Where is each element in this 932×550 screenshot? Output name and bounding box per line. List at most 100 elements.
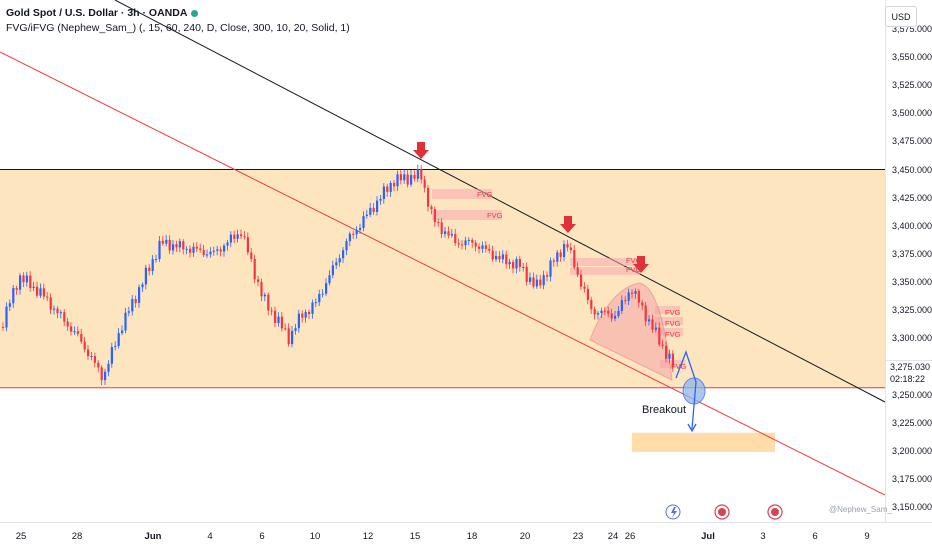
candle-body (542, 275, 545, 286)
y-tick-label: 3,350.000 (892, 277, 932, 287)
candle-body (297, 313, 300, 329)
candle-body (532, 277, 535, 287)
candle-body (413, 175, 416, 179)
x-tick-label: 6 (259, 531, 265, 542)
candle-body (59, 312, 62, 314)
candle-body (454, 233, 457, 244)
candle-body (467, 239, 470, 241)
candle-body (651, 319, 654, 330)
x-tick-label: 6 (812, 531, 818, 542)
y-tick-label: 3,550.000 (892, 52, 932, 62)
candle-body (260, 281, 263, 297)
fvg-box (432, 210, 502, 220)
y-tick-label: 3,250.000 (892, 389, 932, 400)
candle-body (631, 292, 634, 294)
candle-body (668, 353, 671, 359)
fvg-label: FVG (665, 330, 681, 339)
candle-body (658, 327, 661, 345)
symbol-title: Gold Spot / U.S. Dollar · 3h · OANDA (6, 7, 188, 19)
x-tick-label: 26 (624, 531, 636, 542)
candle-body (110, 347, 113, 364)
candle-body (90, 355, 93, 357)
candle-body (127, 311, 130, 313)
lightning-glyph-icon (671, 507, 677, 518)
candle-body (586, 288, 589, 300)
candle-body (471, 239, 474, 243)
price-chart-svg[interactable] (0, 0, 885, 522)
candle-body (410, 175, 413, 185)
candle-body (634, 291, 637, 294)
candle-body (573, 250, 576, 268)
candle-body (393, 182, 396, 187)
candle-body (148, 267, 151, 272)
time-axis[interactable]: 25 28 Jun 4 6 10 12 15 18 20 23 24 26 Jul 3 6 9 (0, 522, 932, 550)
candle-body (423, 179, 426, 188)
candle-body (25, 275, 28, 283)
us-flag-glyph-icon (718, 508, 726, 516)
x-tick-label: 4 (207, 531, 213, 542)
candle-body (158, 240, 161, 260)
candle-body (223, 245, 226, 252)
x-tick-label: 15 (409, 531, 421, 542)
candle-body (535, 279, 538, 287)
x-tick-label: 18 (466, 531, 478, 542)
candle-body (114, 345, 117, 348)
y-tick-label: 3,200.000 (892, 445, 932, 456)
y-tick-label: 3,425.000 (892, 192, 932, 203)
candle-body (212, 250, 215, 252)
candle-body (308, 311, 311, 314)
trendline-upper (114, 0, 885, 403)
candle-body (189, 248, 192, 253)
candle-body (359, 227, 362, 230)
candle-body (505, 254, 508, 265)
candle-body (202, 249, 205, 256)
legend: Gold Spot / U.S. Dollar · 3h · OANDA FVG… (6, 6, 350, 36)
candle-body (569, 247, 572, 251)
candle-body (250, 252, 253, 259)
candle-body (209, 251, 212, 255)
candle-body (284, 328, 287, 330)
supply-zone (0, 169, 885, 388)
x-tick-label: 10 (309, 531, 321, 542)
candle-body (32, 286, 35, 289)
plot-area[interactable] (0, 0, 885, 522)
x-tick-label: 25 (15, 531, 27, 542)
price-axis[interactable]: 3,575.000 3,550.000 3,525.000 3,500.000 3,47… (885, 0, 932, 522)
candle-body (437, 222, 440, 224)
symbol-row[interactable]: Gold Spot / U.S. Dollar · 3h · OANDA (6, 6, 350, 21)
currency-button[interactable]: USD (885, 6, 917, 27)
candle-body (240, 234, 243, 237)
candle-body (175, 244, 178, 248)
fvg-box (655, 306, 680, 314)
candle-body (15, 288, 18, 290)
candle-body (226, 242, 229, 246)
candle-body (522, 266, 525, 268)
candle-body (131, 299, 134, 312)
projection-path (675, 350, 697, 430)
candle-body (525, 266, 528, 282)
candle-body (236, 234, 239, 239)
fvg-label: FVG (487, 211, 503, 220)
candle-body (556, 252, 559, 262)
candle-body (318, 293, 321, 303)
candle-body (155, 259, 158, 261)
candle-body (134, 299, 137, 303)
y-tick-label: 3,300.000 (892, 333, 932, 344)
candle-body (348, 233, 351, 242)
fvg-label: FVG (626, 265, 642, 274)
candle-body (671, 353, 674, 368)
us-flag-glyph-icon (771, 508, 779, 516)
candle-body (345, 241, 348, 251)
candle-body (257, 279, 260, 282)
candle-body (376, 200, 379, 212)
candle-body (172, 244, 175, 251)
bar-countdown: 02:18:22 (890, 374, 926, 384)
candle-body (73, 331, 76, 333)
indicator-label[interactable]: FVG/iFVG (Nephew_Sam_) (, 15, 60, 240, D… (6, 22, 350, 34)
candle-body (53, 308, 56, 310)
candle-body (580, 274, 583, 287)
y-tick-label: 3,225.000 (892, 417, 932, 428)
x-tick-label: 20 (519, 531, 531, 542)
candle-body (583, 286, 586, 289)
x-tick-label: 28 (71, 531, 83, 542)
